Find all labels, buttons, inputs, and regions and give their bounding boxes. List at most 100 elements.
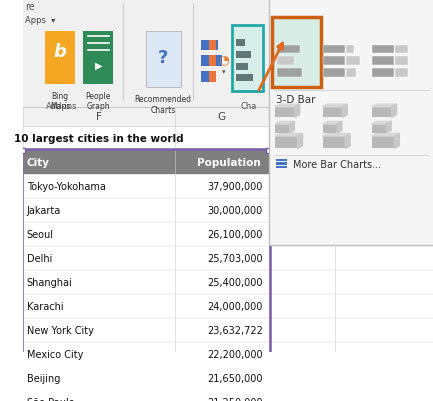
Bar [210, 72, 216, 83]
Bar [346, 57, 360, 66]
Bar [201, 41, 218, 51]
Bar [210, 57, 216, 67]
Text: Beijing: Beijing [27, 373, 60, 383]
Bar [23, 342, 335, 366]
Text: More Bar Charts...: More Bar Charts... [293, 160, 381, 170]
Bar [323, 45, 345, 54]
Polygon shape [289, 122, 294, 134]
Bar [372, 125, 386, 134]
Polygon shape [372, 105, 397, 107]
Bar [275, 137, 297, 149]
Text: Delhi: Delhi [27, 253, 52, 263]
Text: 24,000,000: 24,000,000 [207, 302, 263, 311]
Bar [372, 45, 394, 54]
Bar [372, 69, 394, 77]
Bar [23, 366, 335, 390]
Text: Karachi: Karachi [27, 302, 64, 311]
Text: Apps  ▾: Apps ▾ [25, 16, 55, 25]
Bar [277, 69, 302, 77]
Bar [276, 160, 287, 162]
Text: 📊: 📊 [381, 39, 387, 49]
Text: People
Graph: People Graph [86, 91, 111, 111]
Polygon shape [323, 122, 342, 125]
Bar [395, 57, 407, 66]
Text: H: H [298, 112, 306, 122]
Bar [236, 75, 253, 82]
Bar [23, 198, 335, 223]
Text: 30,000,000: 30,000,000 [207, 206, 263, 216]
Polygon shape [386, 122, 391, 134]
Bar [346, 45, 354, 54]
Polygon shape [295, 105, 300, 118]
Polygon shape [275, 122, 294, 125]
Text: Cha: Cha [240, 102, 257, 111]
Bar [23, 270, 335, 294]
Text: 21,250,000: 21,250,000 [207, 397, 263, 401]
Text: 21,650,000: 21,650,000 [207, 373, 263, 383]
Polygon shape [275, 134, 303, 137]
FancyBboxPatch shape [269, 0, 433, 246]
Bar [146, 32, 181, 88]
Polygon shape [343, 105, 347, 118]
Bar [372, 57, 394, 66]
Bar [236, 63, 248, 71]
Polygon shape [372, 134, 399, 137]
Bar [275, 107, 295, 118]
Text: ◔: ◔ [218, 53, 229, 66]
Bar [23, 151, 269, 175]
Bar [323, 69, 345, 77]
Text: 3-D Bar: 3-D Bar [276, 94, 316, 104]
Bar [23, 0, 433, 107]
Bar [372, 137, 394, 149]
Bar [323, 107, 343, 118]
Bar [201, 72, 216, 83]
Bar [84, 32, 113, 85]
Text: ▦: ▦ [337, 39, 348, 49]
Text: 25,703,000: 25,703,000 [207, 253, 263, 263]
Bar [23, 127, 335, 151]
Polygon shape [275, 105, 300, 107]
Bar [323, 57, 345, 66]
Polygon shape [337, 122, 342, 134]
Bar [23, 247, 335, 270]
Polygon shape [297, 134, 303, 149]
Bar [236, 40, 245, 47]
Text: 22,200,000: 22,200,000 [207, 349, 263, 359]
Text: 10 largest cities in the world: 10 largest cities in the world [14, 134, 184, 144]
Text: Tokyo-Yokohama: Tokyo-Yokohama [27, 182, 106, 192]
Polygon shape [394, 134, 399, 149]
Bar [20, 148, 25, 153]
Bar [323, 125, 337, 134]
Text: Shanghai: Shanghai [27, 277, 73, 288]
Bar [277, 57, 294, 66]
Bar [23, 175, 335, 198]
Bar [23, 223, 335, 247]
Text: Add-ins: Add-ins [46, 102, 78, 111]
Bar [23, 318, 335, 342]
Bar [372, 107, 391, 118]
FancyBboxPatch shape [232, 26, 263, 91]
Text: ✦: ✦ [275, 39, 283, 49]
Bar [23, 107, 433, 127]
Text: b: b [54, 43, 67, 61]
Bar [276, 163, 287, 165]
Text: F: F [96, 112, 102, 122]
Bar [277, 45, 300, 54]
Text: Mexico City: Mexico City [27, 349, 83, 359]
Polygon shape [323, 134, 350, 137]
Polygon shape [345, 134, 350, 149]
Bar [45, 32, 75, 85]
Bar [275, 125, 289, 134]
Bar [23, 390, 335, 401]
Text: 37,900,000: 37,900,000 [207, 182, 263, 192]
Text: 2-D Bar: 2-D Bar [276, 16, 316, 26]
Polygon shape [323, 105, 347, 107]
Text: City: City [27, 158, 50, 168]
Text: ▾: ▾ [277, 61, 281, 70]
Text: Jakarta: Jakarta [27, 206, 61, 216]
Text: re: re [25, 2, 35, 12]
Bar [210, 41, 216, 51]
Bar [201, 57, 222, 67]
Text: 26,100,000: 26,100,000 [207, 229, 263, 239]
Bar [236, 52, 251, 59]
